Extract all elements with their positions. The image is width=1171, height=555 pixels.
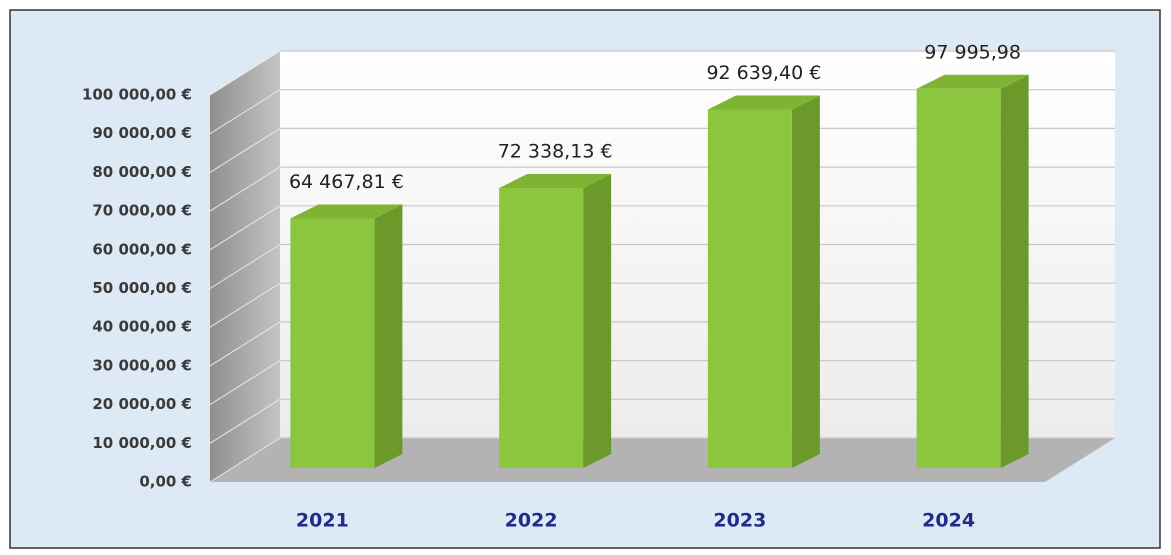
y-tick-label: 80 000,00 € bbox=[92, 163, 192, 181]
y-tick-label: 70 000,00 € bbox=[92, 202, 192, 220]
x-tick-label: 2021 bbox=[296, 510, 349, 532]
x-tick-label: 2024 bbox=[922, 510, 975, 532]
y-tick-label: 10 000,00 € bbox=[92, 434, 192, 452]
side-grid-line bbox=[209, 50, 281, 96]
value-label: 97 995,98 bbox=[924, 41, 1021, 63]
bar bbox=[916, 88, 1001, 468]
side-grid-line bbox=[209, 244, 281, 289]
bar-top bbox=[916, 74, 1029, 89]
x-tick-label: 2023 bbox=[713, 510, 766, 532]
side-grid-line bbox=[209, 127, 281, 173]
side-grid-line bbox=[209, 398, 281, 444]
bar-side bbox=[791, 95, 820, 468]
bar-top bbox=[499, 174, 612, 189]
side-grid-line bbox=[209, 89, 281, 135]
floor bbox=[210, 438, 1115, 482]
bar-side bbox=[374, 204, 403, 468]
x-tick-label: 2022 bbox=[505, 510, 558, 532]
side-grid-line bbox=[209, 437, 281, 483]
value-label: 64 467,81 € bbox=[289, 171, 404, 193]
bar-side bbox=[583, 174, 612, 468]
side-grid-line bbox=[209, 205, 281, 251]
value-label: 72 338,13 € bbox=[498, 141, 613, 163]
bar bbox=[290, 218, 375, 468]
y-tick-label: 50 000,00 € bbox=[92, 279, 192, 297]
bar bbox=[707, 109, 792, 468]
y-tick-label: 100 000,00 € bbox=[82, 86, 192, 104]
y-tick-label: 40 000,00 € bbox=[92, 318, 192, 336]
y-tick-label: 60 000,00 € bbox=[92, 240, 192, 258]
bar-side bbox=[1000, 74, 1029, 468]
y-tick-label: 0,00 € bbox=[139, 473, 192, 491]
y-tick-label: 30 000,00 € bbox=[92, 356, 192, 374]
side-grid-line bbox=[209, 166, 281, 212]
y-tick-label: 90 000,00 € bbox=[92, 124, 192, 142]
bar-top bbox=[707, 95, 820, 110]
y-tick-label: 20 000,00 € bbox=[92, 395, 192, 413]
value-label: 92 639,40 € bbox=[706, 62, 821, 84]
side-grid-line bbox=[209, 360, 281, 406]
side-grid-line bbox=[209, 321, 281, 367]
bar-top bbox=[290, 204, 403, 219]
bar bbox=[499, 188, 584, 468]
side-grid-line bbox=[209, 282, 281, 328]
